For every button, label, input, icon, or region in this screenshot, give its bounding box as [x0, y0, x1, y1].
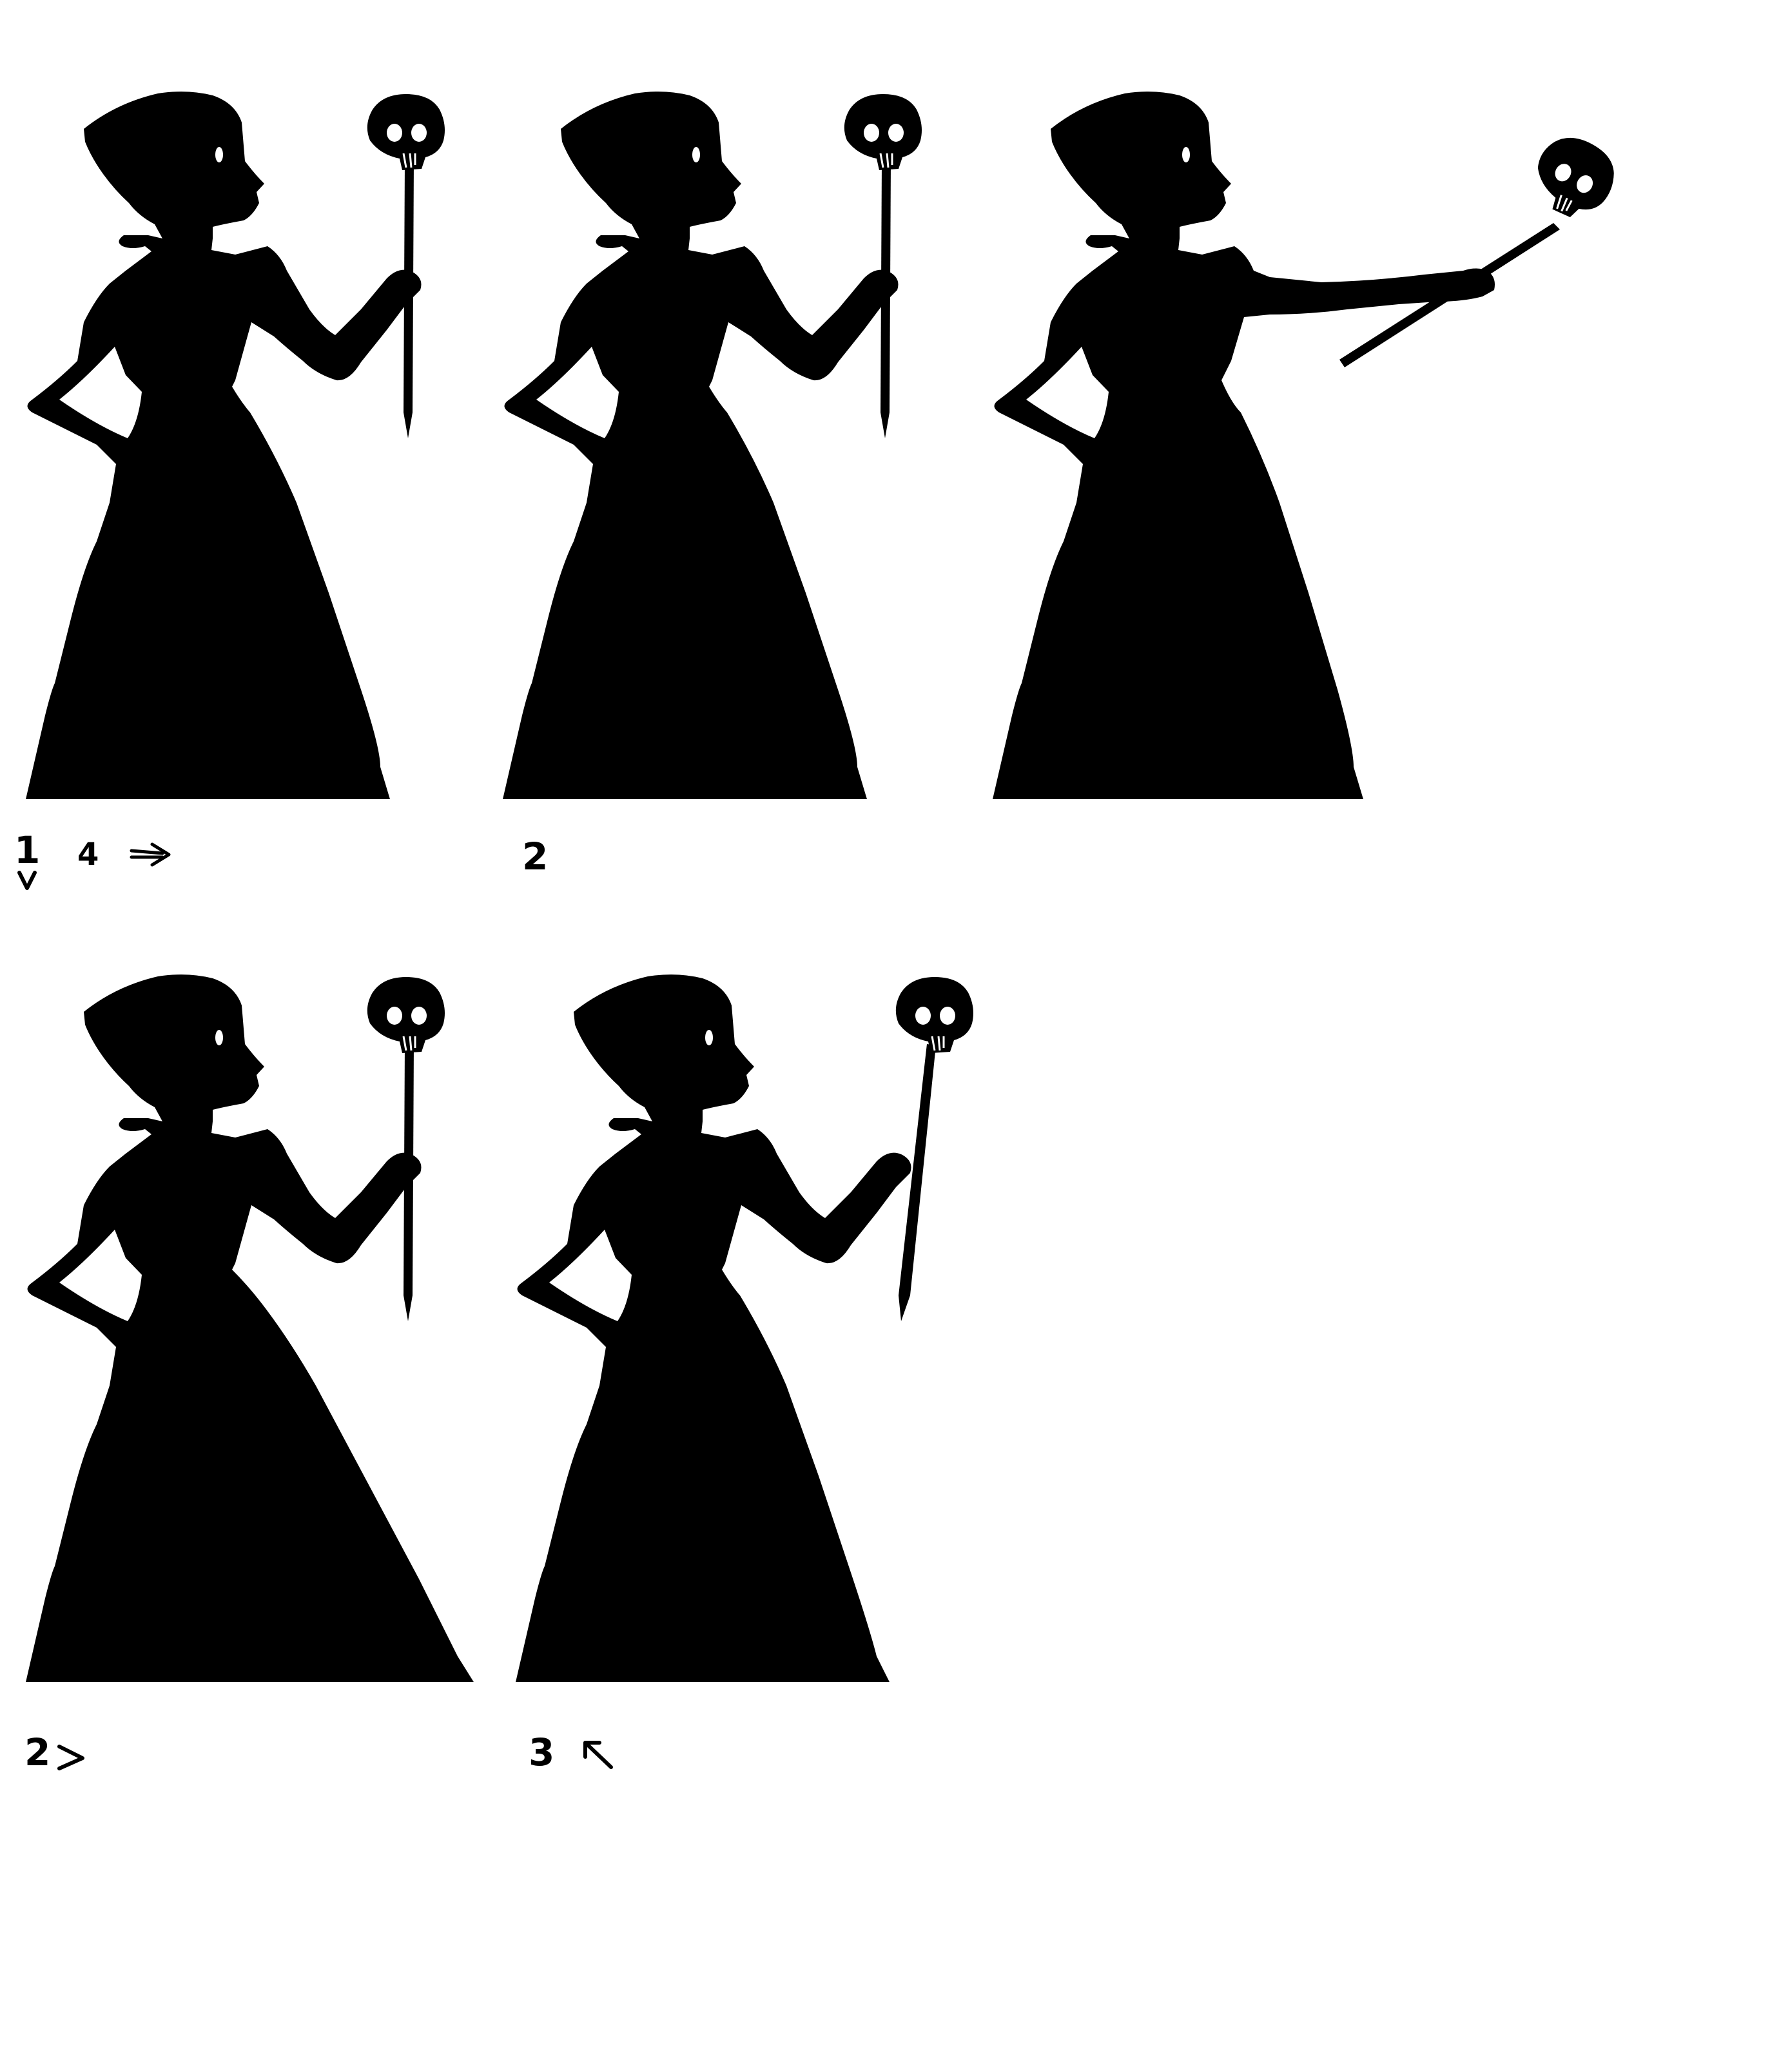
figure-silhouette-1	[19, 77, 509, 825]
arrow-up-left-icon	[583, 1741, 613, 1769]
panel-1-extra-number: 4	[77, 837, 99, 873]
woman-with-skull-staff-silhouette-wide-skirt	[26, 974, 474, 1682]
panel-2-label: 2	[522, 838, 574, 889]
figure-silhouette-2	[496, 77, 986, 825]
panel-1-number: 1	[14, 828, 41, 872]
panel-5-label: 3	[529, 1734, 632, 1785]
woman-with-skull-staff-silhouette	[503, 92, 922, 799]
chevron-right-icon	[57, 1745, 84, 1770]
figure-silhouette-3	[986, 77, 1631, 825]
panel-4-number: 2	[24, 1730, 51, 1774]
panel-2-number: 2	[522, 835, 549, 878]
panel-5-number: 3	[529, 1730, 555, 1774]
panel-1-label: 1 4	[13, 828, 180, 890]
figure-silhouette-5	[509, 960, 999, 1708]
woman-with-tilted-skull-staff-silhouette	[516, 974, 973, 1682]
arrow-right-icon	[130, 842, 171, 867]
panel-4-label: 2	[24, 1734, 115, 1785]
figure-silhouette-4	[19, 960, 509, 1708]
woman-with-skull-staff-silhouette	[26, 92, 445, 799]
woman-with-skull-staff-silhouette-arm-extended	[993, 92, 1614, 799]
arrow-down-icon	[17, 871, 37, 890]
